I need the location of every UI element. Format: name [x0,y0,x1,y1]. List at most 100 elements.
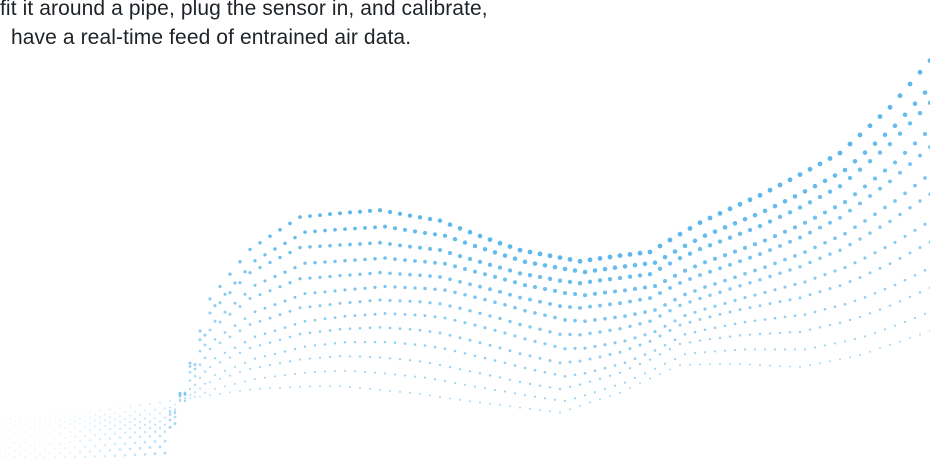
wave-dot [777,182,783,188]
wave-dot [23,431,27,434]
wave-dot [538,327,542,331]
wave-dot [547,276,553,281]
wave-dot [128,420,132,424]
wave-dot [868,194,872,198]
wave-dot [148,446,152,449]
wave-dot [53,421,57,424]
wave-dot [68,451,72,454]
wave-dot [523,308,527,313]
wave-dot [253,357,257,360]
wave-dot [0,418,1,421]
wave-dot [708,293,712,297]
wave-dot [393,312,397,316]
wave-dot [323,370,327,373]
wave-dot [158,412,162,415]
wave-dot [43,429,47,432]
wave-dot [888,262,892,266]
wave-dot [613,315,617,320]
wave-dot [568,385,572,389]
wave-dot [558,361,562,365]
wave-dot [529,407,531,410]
wave-dot [108,415,112,418]
wave-dot [58,418,62,421]
wave-dot [863,219,867,223]
wave-dot [832,173,838,178]
wave-dot [148,426,152,430]
wave-dot [568,305,572,309]
wave-dot [533,311,537,315]
wave-dot [8,453,12,456]
wave-dot [618,301,622,306]
wave-dot [733,348,737,352]
wave-dot [28,452,32,456]
wave-dot [412,229,418,234]
wave-dot [488,374,492,377]
wave-dot [612,265,618,270]
wave-dot [83,414,87,418]
wave-dot [808,230,812,235]
wave-dot [658,291,662,296]
wave-dot [722,253,728,258]
wave-dot [678,342,682,346]
wave-dot [553,344,557,348]
wave-dot [882,168,888,173]
wave-dot [213,373,217,377]
wave-dot [303,261,307,265]
wave-dot [793,348,797,351]
wave-dot [562,290,568,296]
wave-dot [228,356,232,359]
wave-dot [68,418,72,421]
wave-dot [699,363,701,366]
wave-dot [388,242,392,246]
wave-dot [158,420,162,423]
wave-dot [843,340,847,343]
wave-dot [528,354,532,358]
wave-dot [73,435,77,438]
wave-dot [472,243,478,249]
wave-dot [923,176,927,180]
wave-dot [803,348,807,351]
wave-dot [643,353,647,356]
wave-dot [917,69,923,75]
wave-dot [697,246,703,252]
wave-dot [443,288,447,292]
wave-dot [198,329,202,333]
wave-dot [498,376,502,379]
wave-dot [169,400,171,403]
wave-dot [208,365,212,369]
wave-dot [698,296,702,301]
wave-dot [358,326,362,330]
wave-dot [353,226,357,231]
wave-dot [633,336,637,340]
wave-dot [543,313,547,318]
wave-dot [108,437,112,440]
wave-dot [528,325,532,329]
wave-dot [687,251,693,256]
wave-dot [903,234,907,238]
wave-dot [78,422,82,425]
wave-dot [903,278,907,282]
wave-dot [138,446,142,450]
wave-dot [248,247,252,252]
wave-dot [597,278,603,283]
wave-dot [328,303,332,307]
wave-dot [649,377,651,380]
wave-dot [873,251,877,255]
wave-dot [688,277,692,281]
wave-dot [598,303,602,308]
wave-dot [753,319,757,323]
wave-dot [437,247,443,253]
wave-dot [627,274,633,279]
wave-dot [99,409,101,412]
wave-dot [38,419,42,422]
wave-dot [603,366,607,370]
wave-dot [408,359,412,362]
wave-dot [213,387,217,390]
wave-dot [343,369,347,372]
wave-dot [308,357,312,360]
wave-dot [608,302,612,307]
wave-dot [293,295,297,299]
wave-dot [168,410,172,414]
wave-dot [88,429,92,432]
wave-dot [133,410,137,413]
